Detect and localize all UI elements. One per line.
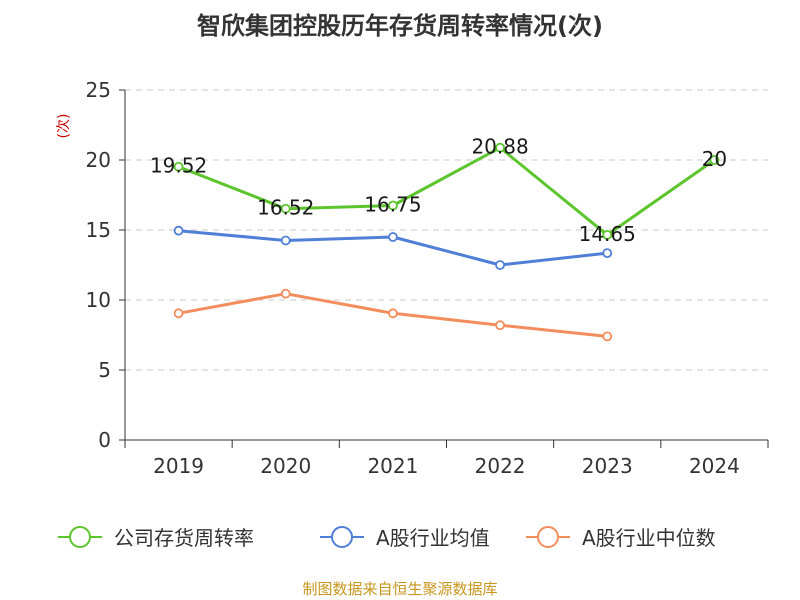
x-tick-label: 2019 xyxy=(153,454,204,478)
data-point xyxy=(495,260,505,270)
data-point xyxy=(173,161,184,172)
legend-marker xyxy=(331,526,353,548)
series-layer xyxy=(173,142,720,342)
legend-label: A股行业均值 xyxy=(376,526,490,550)
grid-lines xyxy=(125,89,768,371)
legend-item: 公司存货周转率 xyxy=(58,526,254,550)
legend-label: 公司存货周转率 xyxy=(114,526,254,550)
legend-item: A股行业中位数 xyxy=(526,526,716,550)
data-point xyxy=(495,320,505,331)
chart-title: 智欣集团控股历年存货周转率情况(次) xyxy=(197,12,603,40)
data-point xyxy=(388,200,398,211)
y-tick-label: 25 xyxy=(86,78,111,102)
data-point xyxy=(388,232,398,242)
x-tick-label: 2023 xyxy=(582,454,633,478)
data-label: 16.75 xyxy=(364,193,421,217)
data-labels: 19.52 16.52 16.75 20.88 14.65 20 xyxy=(150,135,727,246)
series-line xyxy=(178,146,716,237)
x-tick-label: 2022 xyxy=(475,454,526,478)
data-point xyxy=(173,308,184,319)
y-tick-label: 0 xyxy=(98,428,111,452)
data-point xyxy=(602,248,613,259)
data-label: 20.88 xyxy=(471,135,528,159)
legend: 公司存货周转率 A股行业均值 A股行业中位数 xyxy=(58,526,716,550)
data-point xyxy=(709,155,720,165)
data-point xyxy=(495,142,505,153)
data-point xyxy=(602,331,613,342)
source-note: 制图数据来自恒生聚源数据库 xyxy=(302,580,498,598)
data-point xyxy=(280,235,291,246)
data-point xyxy=(280,203,291,214)
x-tick-label: 2020 xyxy=(260,454,311,478)
y-tick-label: 10 xyxy=(86,288,111,312)
data-label: 14.65 xyxy=(579,222,636,246)
data-label: 20 xyxy=(702,147,727,171)
legend-marker xyxy=(69,526,91,548)
y-tick-label: 5 xyxy=(98,358,111,382)
y-tick-label: 20 xyxy=(86,148,111,172)
data-point xyxy=(602,229,613,240)
data-label: 16.52 xyxy=(257,196,314,220)
x-tick-label: 2021 xyxy=(367,454,418,478)
data-label: 19.52 xyxy=(150,154,207,178)
y-tick-label: 15 xyxy=(86,218,111,242)
data-point xyxy=(173,225,184,236)
legend-marker xyxy=(537,526,559,548)
data-point xyxy=(388,308,398,319)
y-axis-unit-label: (次) xyxy=(56,114,72,139)
legend-label: A股行业中位数 xyxy=(582,526,716,550)
axes: 0 5 10 15 20 25 2019 2020 2021 2022 2023 2024 xyxy=(86,78,769,478)
legend-item: A股行业均值 xyxy=(320,526,490,550)
x-tick-label: 2024 xyxy=(689,454,740,478)
data-point xyxy=(280,288,291,299)
